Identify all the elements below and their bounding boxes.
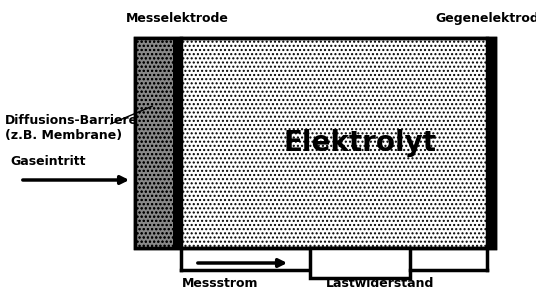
Text: Gaseintritt: Gaseintritt — [10, 155, 86, 168]
Bar — [135, 38, 495, 248]
Bar — [135, 38, 173, 248]
Text: Lastwiderstand: Lastwiderstand — [326, 277, 434, 290]
Text: Gegenelektrode: Gegenelektrode — [435, 12, 536, 25]
Text: Messstrom: Messstrom — [182, 277, 258, 290]
Bar — [487, 38, 495, 248]
Text: Diffusions-Barriere
(z.B. Membrane): Diffusions-Barriere (z.B. Membrane) — [5, 114, 138, 142]
Bar — [135, 38, 173, 248]
Bar — [173, 38, 181, 248]
Text: Elektrolyt: Elektrolyt — [284, 129, 436, 157]
Bar — [310, 248, 410, 278]
Text: Messelektrode: Messelektrode — [125, 12, 228, 25]
Bar — [135, 38, 495, 248]
